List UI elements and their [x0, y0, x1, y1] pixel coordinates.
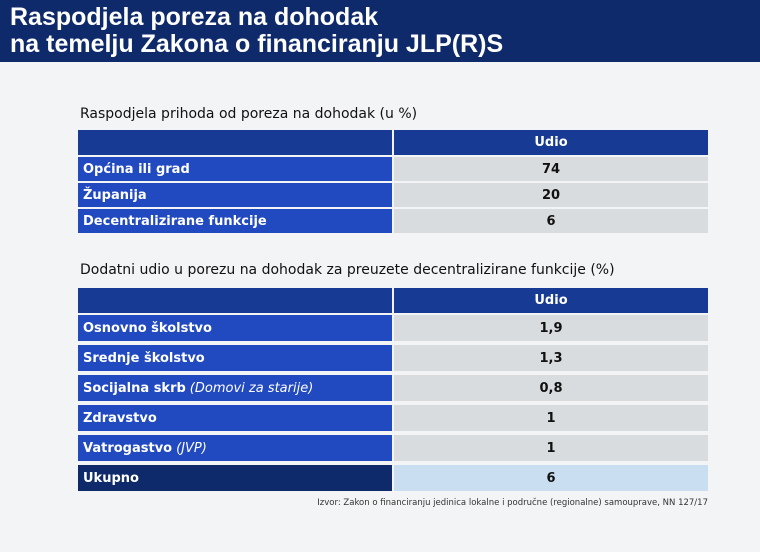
row-label: Zdravstvo: [78, 405, 392, 431]
header-row: Udio: [78, 130, 708, 155]
label-note: (Domovi za starije): [189, 380, 314, 396]
row-label: Osnovno školstvo: [78, 315, 392, 341]
row-value: 0,8: [394, 375, 708, 401]
source: Izvor: Zakon o financiranju jedinica lok…: [317, 498, 708, 508]
row-label: Ukupno: [78, 465, 392, 491]
row-label: Socijalna skrb (Domovi za starije): [78, 375, 392, 401]
table-caption: Raspodjela prihoda od poreza na dohodak …: [80, 106, 418, 122]
row: Županija 20: [78, 183, 708, 207]
row: Vatrogastvo (JVP) 1: [78, 435, 708, 461]
row-label: Vatrogastvo (JVP): [78, 435, 392, 461]
row-label: Općina ili grad: [78, 157, 392, 181]
row: Srednje školstvo 1,3: [78, 345, 708, 371]
row-value: 1: [394, 405, 708, 431]
row-value: 6: [394, 209, 708, 233]
label-text: Osnovno školstvo: [83, 320, 212, 336]
label-note: (JVP): [176, 440, 207, 456]
label-text: Decentralizirane funkcije: [83, 213, 267, 229]
label-text: Zdravstvo: [83, 410, 157, 426]
label-text: Socijalna skrb: [83, 380, 186, 396]
row-value: 74: [394, 157, 708, 181]
row-label: Decentralizirane funkcije: [78, 209, 392, 233]
header-cell: [78, 288, 392, 313]
label-text: Ukupno: [83, 470, 139, 486]
header: Raspodjela poreza na dohodak na temelju …: [0, 0, 760, 62]
row-label: Srednje školstvo: [78, 345, 392, 371]
row: Socijalna skrb (Domovi za starije) 0,8: [78, 375, 708, 401]
table-caption: Dodatni udio u porezu na dohodak za preu…: [80, 262, 615, 278]
row: Osnovno školstvo 1,9: [78, 315, 708, 341]
table: Udio Osnovno školstvo 1,9 Srednje školstvo 1…: [78, 288, 708, 495]
row: Decentralizirane funkcije 6: [78, 209, 708, 233]
label-text: Srednje školstvo: [83, 350, 205, 366]
title: na temelju Zakona o financiranju JLP(R)S: [10, 30, 504, 58]
label-text: Vatrogastvo: [83, 440, 173, 456]
header-row: Udio: [78, 288, 708, 313]
column-header: Udio: [394, 288, 708, 313]
row-value: 20: [394, 183, 708, 207]
row-value: 1: [394, 435, 708, 461]
title: Raspodjela poreza na dohodak: [10, 3, 379, 31]
label-text: Općina ili grad: [83, 161, 190, 177]
row-value: 1,3: [394, 345, 708, 371]
row-value: 6: [394, 465, 708, 491]
row: Općina ili grad 74: [78, 157, 708, 181]
table: Udio Općina ili grad 74 Županija 20 Decentral…: [78, 130, 708, 235]
row-value: 1,9: [394, 315, 708, 341]
row-label: Županija: [78, 183, 392, 207]
column-header: Udio: [394, 130, 708, 155]
header-cell: [78, 130, 392, 155]
label-text: Županija: [83, 187, 147, 203]
row: Ukupno 6: [78, 465, 708, 491]
row: Zdravstvo 1: [78, 405, 708, 431]
